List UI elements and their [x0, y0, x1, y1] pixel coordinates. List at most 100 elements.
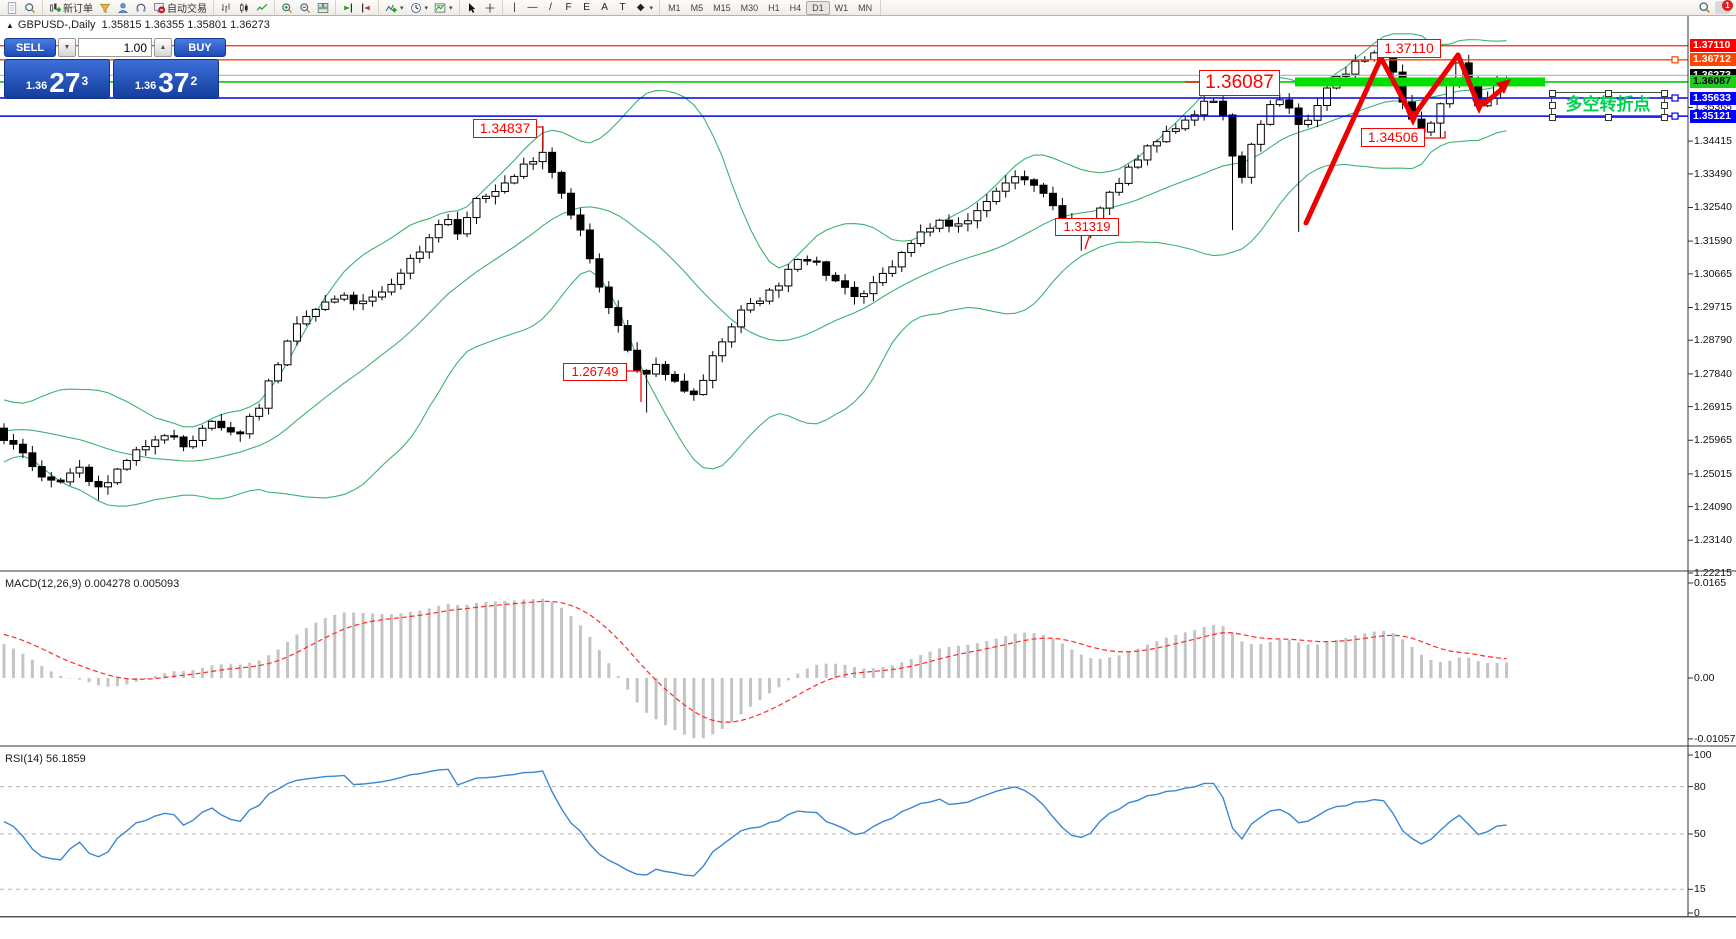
auto-scroll-button[interactable]	[339, 1, 357, 15]
price-annotation-1.34506[interactable]: 1.34506	[1361, 128, 1425, 147]
selection-handle[interactable]	[1549, 114, 1556, 121]
timeframe-w1[interactable]: W1	[834, 2, 849, 13]
timeframe-m30[interactable]: M30	[740, 2, 759, 13]
support-highlight-band[interactable]	[1295, 77, 1545, 87]
profiles-button[interactable]	[96, 1, 114, 15]
rsi-line[interactable]	[3, 768, 1507, 877]
candles-layer[interactable]	[0, 45, 1511, 501]
buy-button[interactable]: BUY	[174, 38, 226, 57]
selection-handle[interactable]	[1661, 102, 1668, 109]
chart-shift-button[interactable]	[357, 1, 375, 15]
templates-button-dropdown-icon[interactable]: ▾	[449, 4, 453, 12]
tile-windows-button[interactable]	[314, 1, 332, 15]
price-tag-1.35633: 1.35633	[1690, 91, 1736, 105]
autotrading-button[interactable]: 自动交易	[150, 1, 210, 15]
toolbar-right: 1	[1698, 0, 1736, 14]
volume-decrease-button[interactable]: ▼	[58, 38, 76, 57]
indicators-button-dropdown-icon[interactable]: ▾	[400, 4, 404, 12]
zoom-out-icon	[299, 2, 311, 14]
search-icon[interactable]	[1698, 1, 1711, 14]
zoom-in-icon	[281, 2, 293, 14]
price-annotation-1.26749[interactable]: 1.26749	[563, 363, 627, 381]
volume-input[interactable]	[78, 38, 152, 57]
selection-handle[interactable]	[1605, 90, 1612, 97]
timeframe-m5[interactable]: M5	[690, 2, 704, 13]
macd-pane[interactable]	[2, 598, 1509, 739]
timeframe-m15[interactable]: M15	[713, 2, 731, 13]
price-axis-tick: 1.24090	[1694, 500, 1732, 513]
sell-button[interactable]: SELL	[4, 38, 56, 57]
chart-area[interactable]: ▲ GBPUSD-,Daily 1.35815 1.36355 1.35801 1…	[0, 16, 1736, 939]
pane-separator[interactable]	[0, 570, 1736, 572]
sell-price-display[interactable]: 1.36 27 3	[4, 59, 110, 99]
indicators-button[interactable]: ▾	[382, 1, 407, 15]
volume-increase-button[interactable]: ▲	[154, 38, 172, 57]
bar-chart-button[interactable]	[217, 1, 235, 15]
timeframe-h4[interactable]: H4	[789, 2, 802, 13]
vertical-line-button[interactable]: |	[506, 1, 524, 15]
shapes-button[interactable]: ◆ ▾	[632, 1, 657, 15]
turning-point-text-object[interactable]: 多空转折点	[1549, 90, 1668, 121]
price-annotation-1.34837[interactable]: 1.34837	[473, 119, 537, 138]
timeframe-m1[interactable]: M1	[668, 2, 681, 13]
cursor-button[interactable]	[463, 1, 481, 15]
macd-pane-label: MACD(12,26,9) 0.004278 0.005093	[5, 578, 180, 590]
price-axis-tick: 1.31590	[1694, 235, 1732, 248]
text-button[interactable]: A	[596, 1, 614, 15]
new-chart-button[interactable]	[3, 1, 21, 15]
rsi-pane[interactable]	[0, 768, 1688, 890]
price-tag-1.36712: 1.36712	[1690, 53, 1736, 67]
selection-handle[interactable]	[1549, 102, 1556, 109]
price-annotation-1.36087[interactable]: 1.36087	[1199, 70, 1280, 96]
zigzag-annotation[interactable]	[1303, 52, 1511, 226]
timeframe-mn[interactable]: MN	[858, 2, 873, 13]
zoom-in-button[interactable]	[278, 1, 296, 15]
collapse-panel-icon[interactable]: ▲	[6, 21, 14, 30]
shapes-button-dropdown-icon[interactable]: ▾	[649, 4, 654, 12]
periods-button-dropdown-icon[interactable]: ▾	[424, 4, 429, 12]
fibo-retracement-button[interactable]: F	[560, 1, 578, 15]
line-chart-button[interactable]	[253, 1, 271, 15]
selection-handle[interactable]	[1605, 114, 1612, 121]
price-tag-1.36087: 1.36087	[1690, 75, 1736, 89]
price-annotation-1.37110[interactable]: 1.37110	[1377, 39, 1441, 58]
text-label-button[interactable]: T	[614, 1, 632, 15]
crosshair-button[interactable]	[481, 1, 499, 15]
trendline-button[interactable]: /	[542, 1, 560, 15]
macd-signal-line[interactable]	[3, 600, 1507, 723]
notifications-icon[interactable]: 1	[1715, 0, 1733, 14]
market-watch-button[interactable]	[114, 1, 132, 15]
signals-button[interactable]	[132, 1, 150, 15]
bollinger-lower-band[interactable]	[3, 130, 1507, 507]
fibo-expansion-button[interactable]: E	[578, 1, 596, 15]
price-axis-tick: 1.22215	[1694, 566, 1732, 579]
pane-separator[interactable]	[0, 745, 1736, 747]
candle-chart-button[interactable]	[235, 1, 253, 15]
templates-button[interactable]: ▾	[431, 1, 456, 15]
selection-handle[interactable]	[1661, 90, 1668, 97]
price-annotation-1.31319[interactable]: 1.31319	[1055, 218, 1119, 236]
zoom-out-button[interactable]	[296, 1, 314, 15]
text-label-icon: T	[619, 2, 626, 13]
new-order-button[interactable]: 新订单	[46, 1, 96, 15]
crosshair-icon	[484, 2, 496, 14]
bollinger-upper-band[interactable]	[3, 33, 1507, 428]
periods-button[interactable]: ▾	[407, 1, 432, 15]
market-search-icon	[24, 2, 36, 14]
price-axis-tick: 1.25015	[1694, 467, 1732, 480]
timeframe-h1[interactable]: H1	[768, 2, 780, 13]
timeframe-group: M1 M5 M15 M30 H1 H4 D1 W1 MN	[660, 0, 882, 15]
horizontal-line-button[interactable]: —	[524, 1, 542, 15]
timeframe-d1[interactable]: D1	[806, 0, 830, 15]
price-tag-1.37110: 1.37110	[1690, 39, 1736, 53]
selection-handle[interactable]	[1661, 114, 1668, 121]
market-search-button[interactable]	[21, 1, 39, 15]
vertical-line-icon: |	[513, 2, 516, 13]
chart-canvas[interactable]	[0, 16, 1736, 939]
buy-price-display[interactable]: 1.36 37 2	[113, 59, 219, 99]
selection-handle[interactable]	[1549, 90, 1556, 97]
bollinger-middle-band[interactable]	[3, 85, 1507, 462]
main-price-pane[interactable]	[0, 33, 1688, 507]
